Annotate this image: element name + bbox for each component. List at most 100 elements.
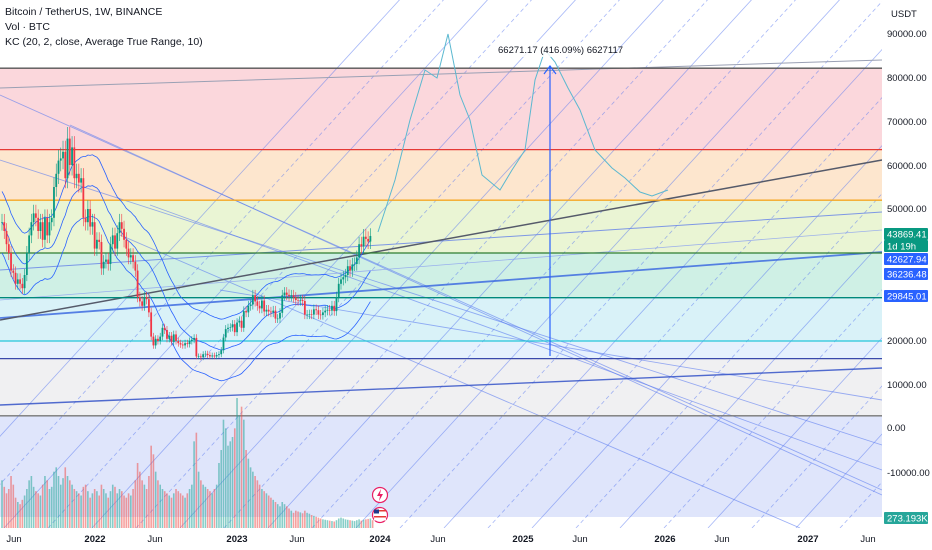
candle-body xyxy=(98,239,101,242)
candle-body xyxy=(224,329,227,338)
candle-body xyxy=(100,242,103,269)
volume-bar xyxy=(256,480,259,528)
volume-bar xyxy=(163,491,166,528)
volume-bar xyxy=(317,517,320,528)
candle-body xyxy=(181,344,184,346)
volume-bar xyxy=(177,491,180,528)
candle-body xyxy=(143,297,146,306)
candle-body xyxy=(188,341,191,345)
volume-bar xyxy=(213,489,216,528)
volume-bar xyxy=(91,493,94,528)
candle-body xyxy=(197,356,200,357)
candle-body xyxy=(177,341,180,344)
candle-body xyxy=(21,283,24,289)
candle-body xyxy=(267,309,270,312)
candle-body xyxy=(82,178,85,218)
volume-bar xyxy=(53,471,55,528)
volume-bar xyxy=(233,428,236,528)
candle-body xyxy=(306,314,308,316)
volume-bar xyxy=(32,486,35,528)
fan-line xyxy=(751,330,932,529)
candle-body xyxy=(5,231,8,245)
volume-bar xyxy=(182,495,184,528)
fan-line xyxy=(3,0,488,529)
volume-bar xyxy=(10,476,12,528)
volume-bar xyxy=(215,484,218,528)
candle-body xyxy=(53,187,55,218)
volume-bar xyxy=(98,495,100,528)
volume-bar xyxy=(218,463,220,528)
candle-body xyxy=(107,259,110,264)
candle-body xyxy=(326,309,329,311)
downtrend-line xyxy=(69,124,883,496)
volume-bar xyxy=(114,486,116,528)
volume-bar xyxy=(202,484,204,528)
volume-bar xyxy=(152,454,155,528)
volume-bar xyxy=(157,480,159,528)
candle-body xyxy=(303,300,306,315)
volume-bar xyxy=(84,484,87,528)
volume-bar xyxy=(267,495,270,528)
volume-bar xyxy=(188,489,191,528)
volume-bar xyxy=(41,484,44,528)
candle-body xyxy=(308,314,311,315)
volume-bar xyxy=(240,406,243,528)
us-flag-icon[interactable] xyxy=(371,506,389,524)
price-tag: 273.193K xyxy=(884,512,928,525)
price-tick-label: -10000.00 xyxy=(887,468,930,479)
candle-body xyxy=(292,295,295,298)
candle-body xyxy=(150,312,153,337)
candle-body xyxy=(145,297,148,300)
volume-bar xyxy=(281,502,284,528)
candle-body xyxy=(301,300,304,301)
candle-body xyxy=(120,222,123,229)
candle-body xyxy=(199,356,202,358)
candle-body xyxy=(290,295,293,297)
candle-body xyxy=(227,327,229,330)
volume-bar xyxy=(37,493,39,528)
volume-bar xyxy=(5,493,8,528)
candle-body xyxy=(68,138,71,165)
volume-bar xyxy=(141,480,143,528)
candle-body xyxy=(331,305,333,311)
keltner-lower xyxy=(1,215,371,382)
volume-bar xyxy=(254,476,256,528)
keltner-indicator-label[interactable]: KC (20, 2, close, Average True Range, 10… xyxy=(5,36,203,48)
volume-bar xyxy=(304,510,306,528)
chart-legend: Bitcoin / TetherUS, 1W, BINANCE Vol · BT… xyxy=(5,5,203,50)
volume-bar xyxy=(351,520,354,528)
candle-body xyxy=(229,327,232,328)
candle-body xyxy=(231,324,234,328)
time-axis[interactable]: Jun 2022 Jun 2023 Jun 2024 Jun 2025 Jun 2026 Jun 20… xyxy=(0,528,932,550)
volume-bar xyxy=(89,497,91,528)
price-tick-label: 20000.00 xyxy=(887,336,927,347)
volume-bar xyxy=(21,499,24,528)
symbol-title[interactable]: Bitcoin / TetherUS, 1W, BINANCE xyxy=(5,6,163,18)
candle-body xyxy=(77,173,80,183)
price-axis[interactable]: USDT 90000.00 80000.00 70000.00 60000.00 5000… xyxy=(882,0,932,550)
volume-bar xyxy=(127,493,130,528)
zone-band xyxy=(0,297,882,341)
candle-body xyxy=(154,338,157,346)
price-tag: 43869.41 xyxy=(884,228,928,241)
price-tag-label: 42627.94 xyxy=(887,255,927,266)
uptrend-line xyxy=(0,211,883,271)
price-tick-label: 70000.00 xyxy=(887,117,927,128)
zone-band xyxy=(0,341,882,359)
time-tick-label: 2022 xyxy=(84,534,105,545)
candle-body xyxy=(206,353,209,356)
lightning-icon[interactable] xyxy=(371,486,389,504)
volume-indicator-label[interactable]: Vol · BTC xyxy=(5,21,50,33)
candle-body xyxy=(240,320,243,328)
candle-body xyxy=(369,235,372,242)
candle-body xyxy=(355,257,358,264)
volume-bar xyxy=(123,495,125,528)
fan-line xyxy=(531,90,932,529)
volume-bar xyxy=(105,493,107,528)
fan-line xyxy=(311,0,796,529)
volume-bar xyxy=(227,445,229,528)
fan-line xyxy=(355,0,840,529)
volume-bar xyxy=(369,518,372,528)
